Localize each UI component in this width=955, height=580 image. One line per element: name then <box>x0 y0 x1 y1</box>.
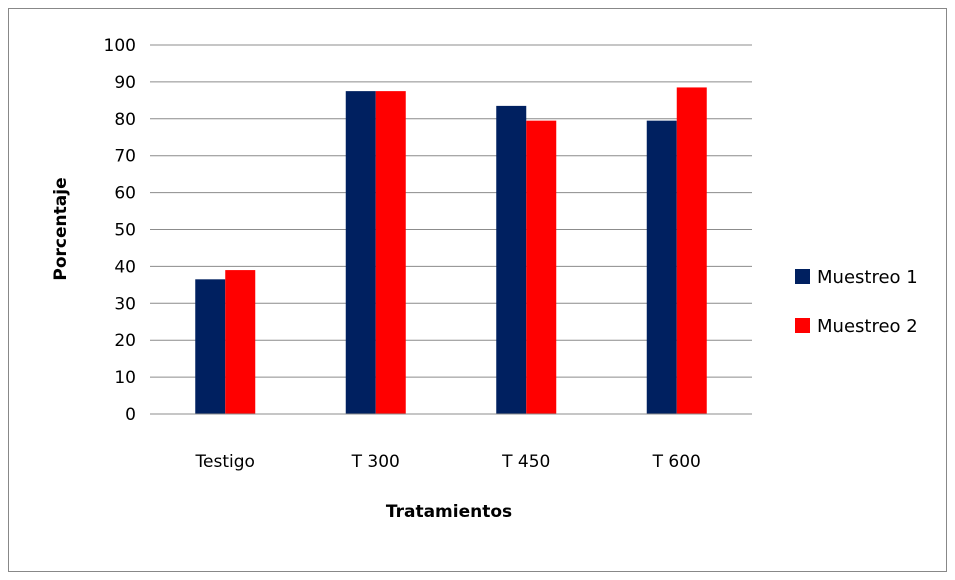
bar-1-2 <box>345 91 376 414</box>
legend-swatch-1 <box>795 269 810 284</box>
chart-frame <box>8 8 947 572</box>
legend-swatch-2 <box>795 318 810 333</box>
y-tick-label: 100 <box>104 36 136 56</box>
x-tick-label: Testigo <box>195 452 255 472</box>
bar-1-4 <box>646 120 677 415</box>
y-axis-title: Porcentaje <box>51 177 71 280</box>
bar-1-3 <box>496 105 527 414</box>
y-tick-label: 50 <box>114 221 136 241</box>
bars <box>195 87 707 415</box>
legend: Muestreo 1 Muestreo 2 <box>795 267 918 337</box>
x-axis-ticks: Testigo T 300 T 450 T 600 <box>195 452 701 472</box>
bar-2-1 <box>225 270 256 414</box>
y-tick-label: 60 <box>114 184 136 204</box>
y-tick-label: 80 <box>114 110 136 130</box>
x-tick-label: T 300 <box>351 452 400 472</box>
x-tick-label: T 450 <box>501 452 550 472</box>
y-axis-ticks: 0 10 20 30 40 50 60 70 80 90 100 <box>104 36 136 425</box>
bar-2-3 <box>526 120 557 415</box>
y-tick-label: 40 <box>114 257 136 277</box>
legend-label-1: Muestreo 1 <box>817 267 918 288</box>
legend-label-2: Muestreo 2 <box>817 316 918 337</box>
bar-1-1 <box>195 279 226 414</box>
y-tick-label: 20 <box>114 331 136 351</box>
x-tick-label: T 600 <box>652 452 701 472</box>
y-tick-label: 30 <box>114 294 136 314</box>
y-tick-label: 0 <box>125 405 136 425</box>
y-tick-label: 90 <box>114 73 136 93</box>
x-axis-title: Tratamientos <box>386 502 512 522</box>
bar-2-2 <box>375 91 406 414</box>
y-tick-label: 10 <box>114 368 136 388</box>
y-tick-label: 70 <box>114 147 136 167</box>
bar-2-4 <box>676 87 707 414</box>
